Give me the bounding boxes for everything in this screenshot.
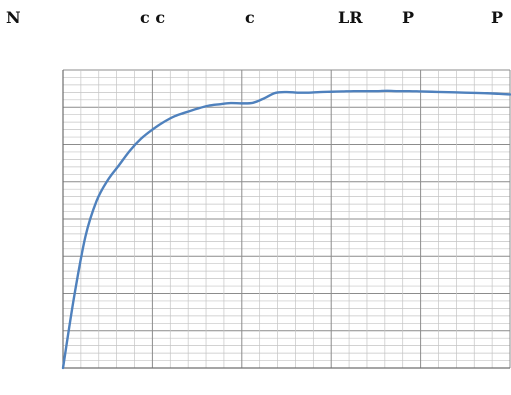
header-label-c: c bbox=[245, 8, 255, 27]
header-label-p1: P bbox=[402, 8, 415, 27]
chart-grid bbox=[62, 69, 511, 369]
series-line-0 bbox=[61, 89, 511, 370]
header-label-p2: P bbox=[491, 8, 504, 27]
header-label-n: N bbox=[6, 8, 21, 27]
header-label-lr: LR bbox=[338, 8, 363, 27]
header-label-cc: c c bbox=[140, 8, 166, 27]
chart-series bbox=[61, 89, 511, 370]
